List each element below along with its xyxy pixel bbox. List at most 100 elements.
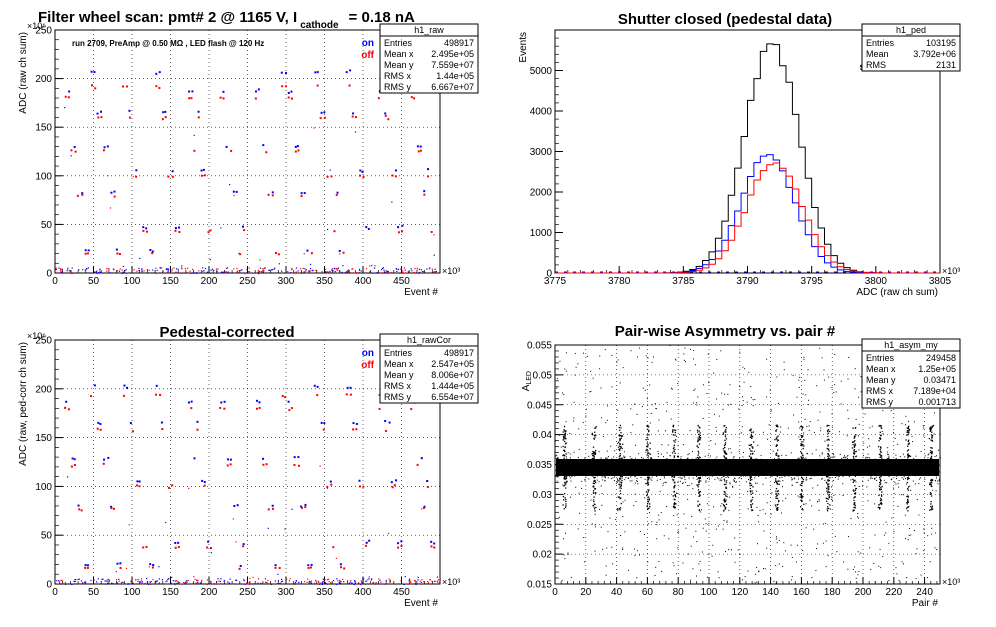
point	[397, 268, 400, 270]
point	[629, 456, 631, 458]
point	[600, 457, 602, 459]
spike-point	[749, 491, 752, 493]
spike-point	[827, 480, 830, 482]
point	[144, 582, 146, 585]
outlier-point	[825, 540, 827, 542]
point	[630, 458, 632, 460]
point	[773, 482, 775, 484]
spike-point	[725, 503, 728, 506]
point	[118, 270, 121, 272]
spike-point	[801, 484, 803, 487]
point	[378, 578, 380, 580]
point	[825, 465, 827, 467]
point	[354, 272, 356, 274]
point	[400, 580, 402, 582]
outlier-point	[825, 566, 827, 568]
point	[388, 578, 390, 580]
outlier-point	[644, 478, 646, 480]
outlier-point	[831, 386, 833, 388]
spike-point	[699, 477, 701, 479]
outlier-point	[936, 549, 938, 551]
spike-point	[594, 453, 597, 455]
point	[340, 566, 343, 569]
spike-point	[801, 495, 803, 497]
point	[592, 459, 594, 461]
outlier-point	[751, 472, 753, 474]
outlier-point	[769, 389, 771, 391]
outlier-point	[687, 498, 689, 500]
spike-point	[929, 482, 931, 484]
point	[874, 469, 876, 471]
point	[209, 229, 212, 232]
point	[351, 268, 353, 270]
point	[704, 455, 706, 457]
spike-point	[672, 495, 674, 497]
spike-point	[878, 504, 880, 506]
spike-point	[593, 458, 595, 460]
point	[802, 456, 804, 458]
outlier-point	[834, 354, 836, 356]
point	[628, 477, 630, 479]
outlier-point	[863, 442, 865, 444]
point	[601, 467, 603, 469]
point	[438, 581, 440, 584]
spike-point	[931, 447, 933, 449]
point	[853, 464, 855, 466]
spike-point	[749, 484, 751, 487]
point	[243, 580, 245, 582]
point	[165, 521, 167, 524]
y-tick-label: 4000	[530, 107, 553, 118]
point	[805, 477, 807, 479]
point	[93, 384, 96, 387]
point	[262, 463, 265, 466]
outlier-point	[901, 423, 903, 425]
point	[819, 455, 821, 457]
point	[651, 464, 653, 466]
point	[768, 466, 770, 468]
spike-point	[592, 446, 595, 448]
point	[841, 469, 843, 471]
y-tick-label: 100	[35, 171, 52, 182]
outlier-point	[693, 358, 695, 360]
point	[644, 472, 646, 474]
point	[235, 579, 237, 581]
point	[745, 463, 747, 465]
point	[103, 458, 106, 461]
point	[136, 270, 138, 272]
point	[736, 462, 738, 464]
x-tick-label: 200	[855, 587, 872, 598]
spike-point	[563, 477, 565, 480]
point	[858, 469, 860, 471]
spike-point	[776, 508, 778, 510]
spike-point	[618, 507, 621, 510]
scatter-points	[555, 345, 941, 584]
point	[837, 478, 839, 480]
outlier-point	[702, 384, 704, 386]
point	[364, 583, 366, 586]
outlier-point	[691, 515, 693, 517]
point	[811, 475, 813, 477]
point	[562, 468, 564, 470]
point	[862, 462, 864, 464]
outlier-point	[874, 503, 876, 505]
outlier-point	[609, 517, 611, 519]
point	[326, 175, 329, 178]
point	[785, 463, 787, 465]
point	[203, 174, 206, 177]
point	[186, 272, 188, 274]
point	[611, 467, 613, 469]
outlier-point	[755, 490, 757, 492]
outlier-point	[903, 476, 905, 478]
spike-point	[563, 492, 566, 495]
spike-point	[828, 458, 830, 460]
point	[934, 480, 936, 482]
outlier-point	[909, 485, 911, 487]
spike-point	[929, 509, 931, 511]
spike-point	[751, 436, 754, 438]
outlier-point	[783, 361, 785, 363]
point	[407, 583, 409, 585]
outlier-point	[634, 555, 636, 557]
point	[249, 577, 251, 580]
outlier-point	[858, 396, 860, 398]
